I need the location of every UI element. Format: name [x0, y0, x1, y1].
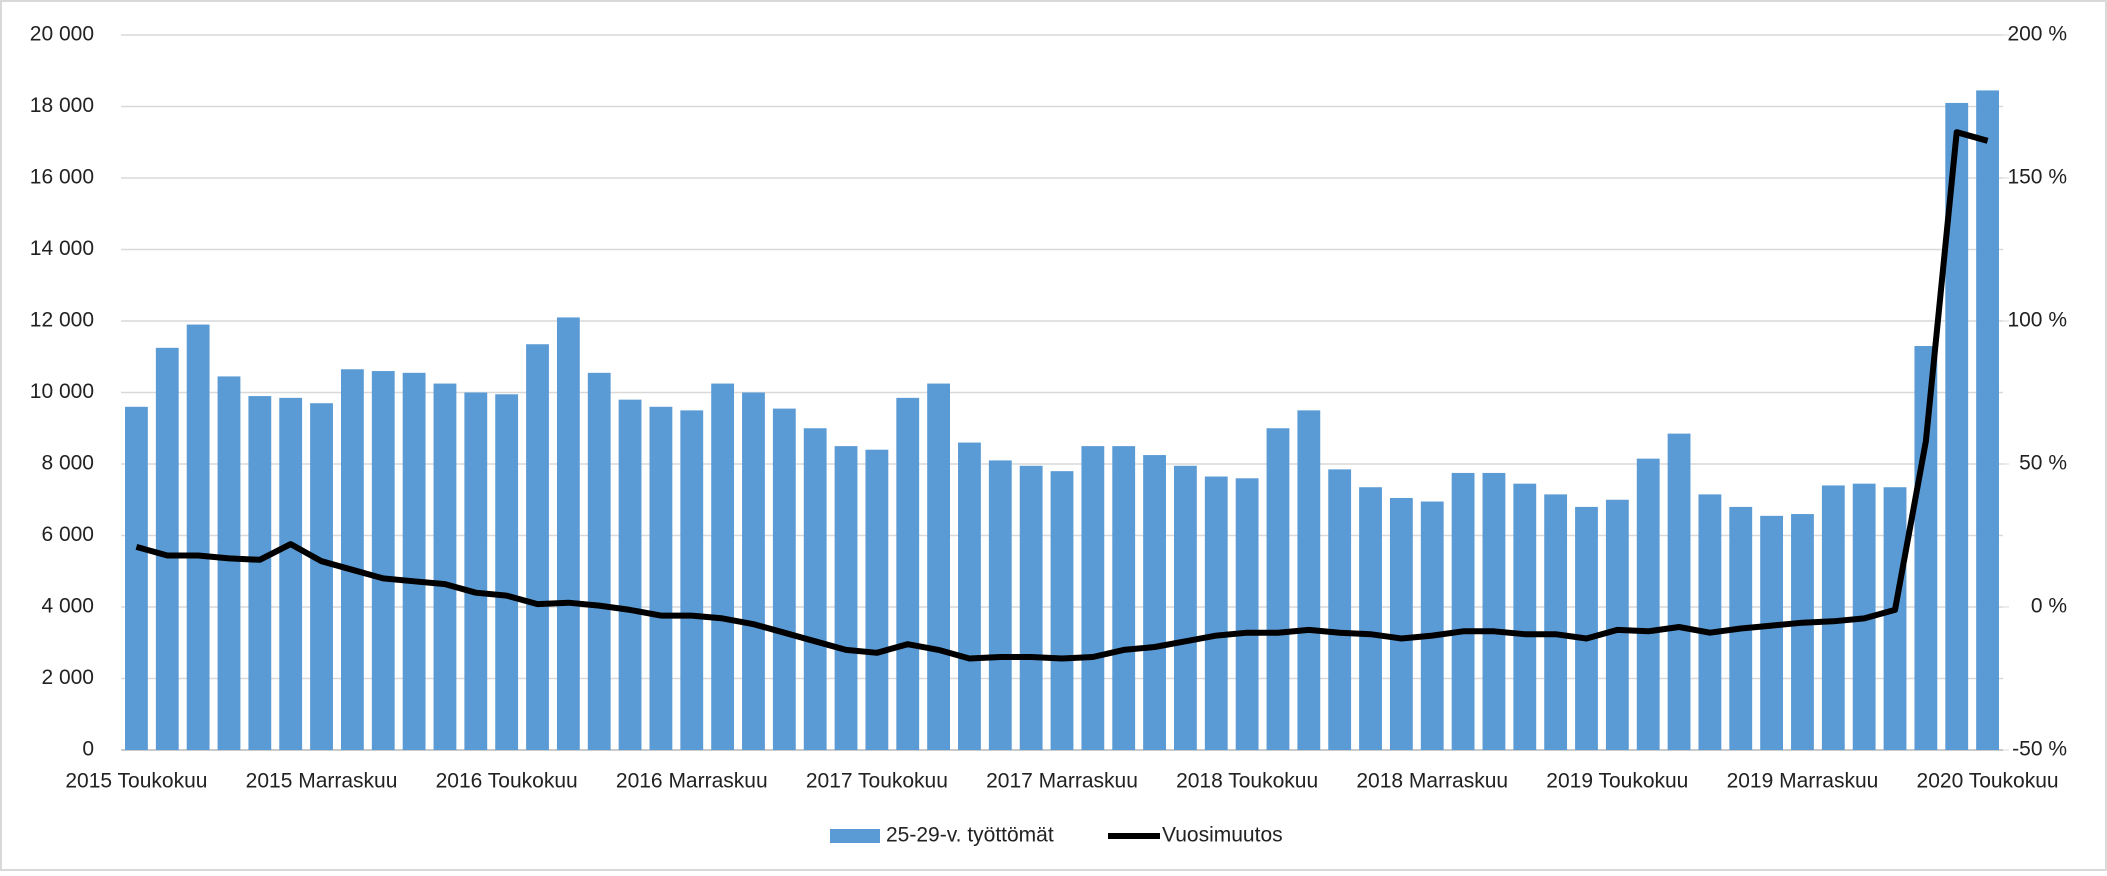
y-tick-label: 2 000 — [41, 666, 94, 689]
bar — [1513, 483, 1537, 750]
x-tick-label: 2015 Marraskuu — [246, 770, 398, 793]
bar — [680, 410, 704, 750]
y2-tick-label: 150 % — [2007, 166, 2067, 189]
y-tick-label: 14 000 — [30, 237, 94, 260]
x-tick-label: 2017 Toukokuu — [806, 770, 948, 793]
y-tick-label: 4 000 — [41, 595, 94, 618]
bar — [186, 324, 210, 750]
bar — [1050, 471, 1074, 750]
bar — [1235, 478, 1259, 750]
x-tick-label: 2015 Toukokuu — [65, 770, 207, 793]
x-tick-label: 2016 Marraskuu — [616, 770, 768, 793]
bar — [1667, 433, 1691, 750]
bar — [1482, 472, 1506, 750]
bar — [556, 317, 580, 750]
bar — [803, 428, 827, 750]
bar — [1081, 446, 1105, 750]
bar — [1605, 499, 1629, 750]
bar — [1420, 501, 1444, 750]
bar — [649, 406, 673, 750]
bar — [1389, 497, 1413, 750]
bar — [1143, 455, 1166, 750]
bar — [896, 397, 920, 750]
y2-tick-label: 100 % — [2007, 309, 2067, 332]
bar — [742, 392, 765, 750]
line — [135, 129, 1989, 662]
bar — [310, 403, 333, 750]
bar — [1575, 506, 1598, 750]
bar — [1112, 446, 1136, 750]
bar — [1976, 90, 1999, 751]
y-tick-label: 12 000 — [30, 309, 94, 332]
y2-tick-label: 50 % — [2019, 452, 2067, 475]
y-tick-label: 6 000 — [41, 523, 94, 546]
bar — [1698, 494, 1722, 750]
bar — [340, 369, 364, 750]
bar — [495, 394, 519, 750]
bar — [865, 449, 889, 750]
y-tick-label: 20 000 — [30, 23, 94, 46]
x-tick-label: 2019 Toukokuu — [1546, 770, 1688, 793]
x-tick-label: 2016 Toukokuu — [436, 770, 578, 793]
bar — [1173, 465, 1197, 750]
bar — [834, 446, 858, 750]
y2-tick-label: 200 % — [2007, 23, 2067, 46]
bar — [402, 372, 426, 750]
y-tick-label: 0 — [82, 738, 94, 761]
bar — [464, 392, 488, 750]
y-tick-label: 16 000 — [30, 166, 94, 189]
bar — [1204, 476, 1228, 750]
bar — [958, 442, 981, 750]
y-tick-label: 18 000 — [30, 94, 94, 117]
bar — [927, 383, 951, 750]
bar — [1914, 346, 1938, 750]
bar — [1760, 515, 1784, 750]
bar — [526, 344, 549, 750]
bar — [1451, 472, 1475, 750]
legend-label: 25-29-v. työttömät — [886, 824, 1054, 847]
x-tick-label: 2018 Toukokuu — [1176, 770, 1318, 793]
y-tick-label: 10 000 — [30, 380, 94, 403]
x-tick-label: 2020 Toukokuu — [1917, 770, 2059, 793]
bar — [988, 460, 1012, 750]
y2-tick-label: -50 % — [2012, 738, 2067, 761]
x-tick-label: 2017 Marraskuu — [986, 770, 1138, 793]
legend-label: Vuosimuutos — [1162, 824, 1283, 847]
bar — [1883, 487, 1907, 750]
bar — [1791, 514, 1814, 750]
bar — [279, 397, 303, 750]
bar — [125, 406, 148, 750]
bar — [618, 399, 642, 750]
bar — [1945, 102, 1969, 751]
bar — [1019, 465, 1043, 750]
bar — [217, 376, 241, 750]
legend-swatch — [830, 829, 880, 843]
bar — [772, 408, 796, 750]
bar — [711, 383, 735, 750]
bar — [1328, 469, 1352, 750]
y-tick-label: 8 000 — [41, 452, 94, 475]
bar — [1636, 458, 1660, 750]
bar — [155, 347, 179, 750]
bar — [1266, 428, 1290, 750]
bar — [1297, 410, 1321, 750]
bar — [1821, 485, 1845, 750]
x-tick-label: 2019 Marraskuu — [1727, 770, 1879, 793]
x-tick-label: 2018 Marraskuu — [1356, 770, 1508, 793]
bar — [1359, 487, 1382, 750]
bar — [587, 372, 611, 750]
bar — [371, 371, 395, 750]
bar — [433, 383, 457, 750]
bar — [248, 396, 272, 750]
bar — [1544, 494, 1568, 750]
y2-tick-label: 0 % — [2031, 595, 2067, 618]
